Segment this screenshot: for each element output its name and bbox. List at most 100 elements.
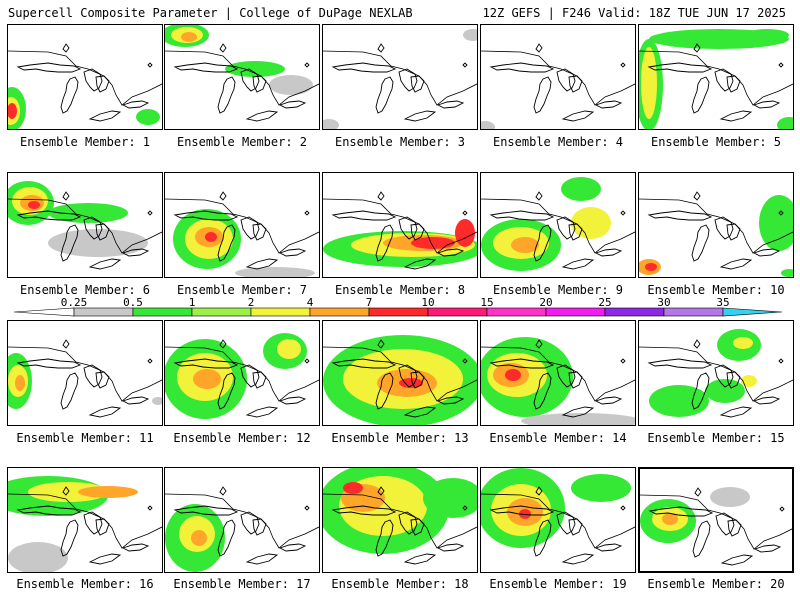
ensemble-panel-10 — [638, 172, 794, 278]
lake-outline — [95, 371, 110, 389]
lake-outline — [489, 358, 555, 369]
lake-outline — [83, 511, 103, 535]
lake-outline — [95, 518, 110, 536]
lake-outline — [489, 62, 555, 73]
lake-outline — [410, 371, 425, 389]
lake-outline — [173, 505, 239, 516]
scp-contour — [225, 61, 285, 77]
lake-outline — [60, 76, 79, 114]
lake-outline — [568, 223, 583, 241]
lake-outline — [217, 224, 236, 262]
lake-outline — [375, 519, 394, 557]
lake-outline — [245, 258, 279, 270]
lake-outline — [462, 505, 468, 511]
colorbar-segment — [722, 307, 783, 317]
lake-outline — [568, 75, 583, 93]
lake-outline — [647, 358, 713, 369]
lake-outline — [252, 223, 267, 241]
scp-contour — [463, 29, 477, 41]
colorbar-tick-label: 20 — [539, 296, 553, 309]
lake-outline — [462, 358, 468, 364]
lake-outline — [60, 372, 79, 410]
colorbar-segment — [73, 307, 134, 317]
ensemble-member-label: Ensemble Member: 19 — [489, 577, 627, 591]
lake-outline — [403, 258, 437, 270]
lake-outline — [278, 100, 307, 109]
ensemble-member-label: Ensemble Member: 16 — [16, 577, 154, 591]
lake-outline — [535, 486, 543, 496]
lake-outline — [217, 372, 236, 410]
lake-outline — [377, 191, 385, 201]
lake-outline — [715, 512, 735, 536]
header-title: Supercell Composite Parameter | College … — [8, 6, 413, 20]
lake-outline — [173, 210, 239, 221]
colorbar-segment — [250, 307, 311, 317]
lake-outline — [533, 224, 552, 262]
lake-outline — [403, 110, 437, 122]
ensemble-member-label: Ensemble Member: 20 — [647, 577, 785, 591]
ensemble-member-label: Ensemble Member: 18 — [331, 577, 469, 591]
lake-outline — [694, 487, 702, 497]
scp-contour — [571, 474, 631, 502]
scp-contour — [78, 486, 138, 498]
scp-contour — [48, 203, 128, 223]
colorbar-segment — [368, 307, 429, 317]
lake-outline — [16, 505, 82, 516]
lake-outline — [533, 519, 552, 557]
ensemble-panel-12 — [164, 320, 320, 426]
ensemble-panel-20 — [638, 467, 794, 573]
ensemble-map-20 — [640, 487, 792, 566]
colorbar-segment — [191, 307, 252, 317]
lake-outline — [375, 372, 394, 410]
lake-outline — [436, 248, 465, 257]
ensemble-map-2 — [165, 25, 319, 122]
lake-outline — [398, 511, 418, 535]
lake-outline — [561, 406, 595, 418]
scp-contour — [269, 75, 313, 95]
lake-outline — [377, 486, 385, 496]
lake-outline — [489, 210, 555, 221]
lake-outline — [556, 364, 576, 388]
ensemble-panel-11 — [7, 320, 163, 426]
colorbar-segment — [132, 307, 193, 317]
colorbar-tick-label: 0.25 — [60, 296, 88, 309]
lake-outline — [252, 75, 267, 93]
lake-outline — [331, 505, 397, 516]
colorbar-tick-label: 1 — [188, 296, 196, 309]
lake-outline — [462, 62, 468, 68]
scp-contour — [343, 482, 363, 494]
ensemble-map-19 — [481, 468, 635, 565]
ensemble-panel-13 — [322, 320, 478, 426]
scp-contour — [15, 375, 25, 391]
lake-outline — [620, 210, 626, 216]
lake-outline — [121, 543, 150, 552]
lake-outline — [779, 506, 785, 512]
lake-outline — [278, 248, 307, 257]
ensemble-member-label: Ensemble Member: 15 — [647, 431, 785, 445]
colorbar-tick-label: 35 — [716, 296, 730, 309]
lake-outline — [331, 62, 397, 73]
ensemble-map-14 — [481, 337, 635, 425]
lake-outline — [561, 553, 595, 565]
lake-outline — [331, 358, 397, 369]
scp-contour — [705, 379, 745, 403]
lake-outline — [535, 43, 543, 53]
lake-outline — [83, 216, 103, 240]
lake-outline — [568, 371, 583, 389]
lake-outline — [16, 358, 82, 369]
lake-outline — [436, 100, 465, 109]
colorbar-segment — [663, 307, 724, 317]
lake-outline — [533, 76, 552, 114]
lake-outline — [95, 75, 110, 93]
colorbar-low-end — [13, 307, 75, 317]
colorbar-tick-label: 7 — [365, 296, 373, 309]
lake-outline — [60, 224, 79, 262]
scp-contour — [733, 337, 753, 349]
lake-outline — [436, 543, 465, 552]
lake-outline — [556, 68, 576, 92]
lake-outline — [217, 76, 236, 114]
ensemble-map-4 — [481, 43, 635, 129]
lake-outline — [620, 62, 626, 68]
lake-outline — [88, 406, 122, 418]
lake-outline — [252, 518, 267, 536]
